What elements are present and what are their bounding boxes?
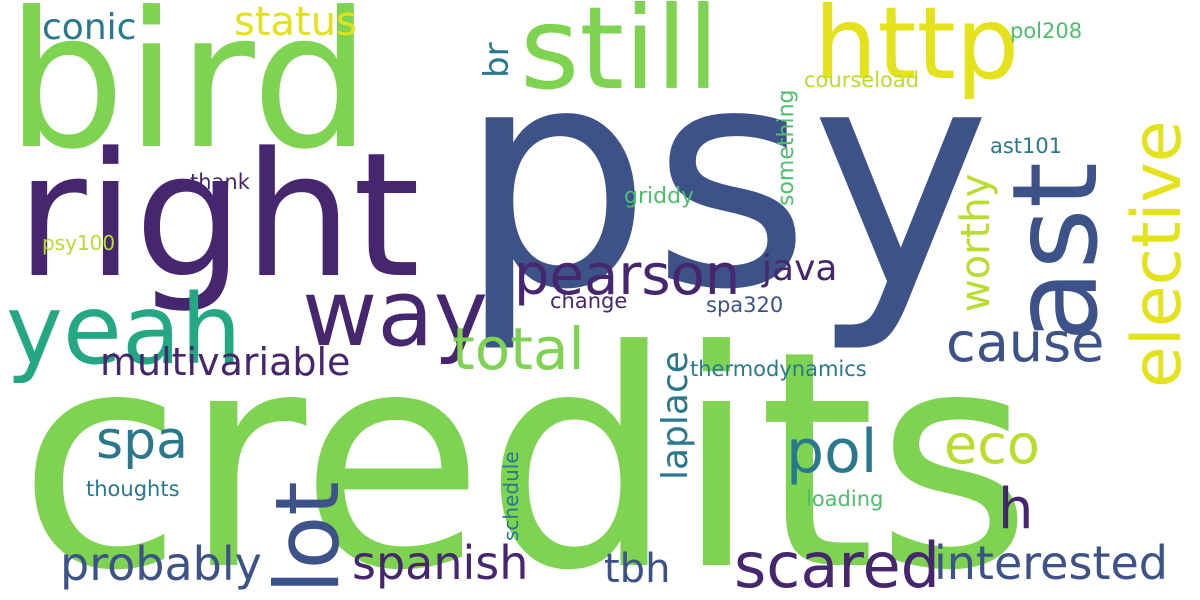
word-ast101: ast101 [990,134,1063,158]
word-conic: conic [42,7,137,48]
word-psy100: psy100 [42,231,116,255]
word-http: http [814,0,1020,102]
word-courseload: courseload [804,68,920,92]
word-schedule: schedule [499,451,523,541]
word-right: right [16,115,421,316]
word-yeah: yeah [6,274,242,386]
word-probably: probably [60,537,262,591]
word-pol208: pol208 [1010,19,1083,43]
word-spa320: spa320 [706,293,784,317]
word-h: h [998,477,1034,542]
word-pearson: pearson [514,243,741,308]
word-cause: cause [946,311,1105,374]
word-psy: psy [458,1,992,356]
word-thermodynamics: thermodynamics [690,357,867,381]
word-credits: credits [18,287,1032,600]
word-griddy: griddy [624,184,695,209]
word-something: something [774,89,799,206]
word-still: still [520,0,720,115]
word-tbh: tbh [604,546,671,592]
word-laplace: laplace [655,351,696,480]
word-change: change [550,289,628,313]
word-spanish: spanish [352,536,529,590]
word-worthy: worthy [953,173,999,312]
word-thoughts: thoughts [86,477,180,501]
word-thank: thank [190,170,250,194]
word-java: java [762,248,838,289]
word-eco: eco [944,413,1040,476]
word-multivariable: multivariable [100,340,351,384]
word-loading: loading [806,487,884,511]
word-total: total [452,315,585,383]
word-bird: bird [6,0,371,191]
word-spa: spa [96,411,188,471]
word-elective: elective [1118,120,1197,388]
word-interested: interested [934,536,1168,590]
word-status: status [234,0,357,45]
word-br: br [477,42,517,78]
word-way: way [302,260,489,367]
word-scared: scared [734,529,941,600]
word-pol: pol [786,417,878,487]
word-lot: lot [256,481,359,594]
